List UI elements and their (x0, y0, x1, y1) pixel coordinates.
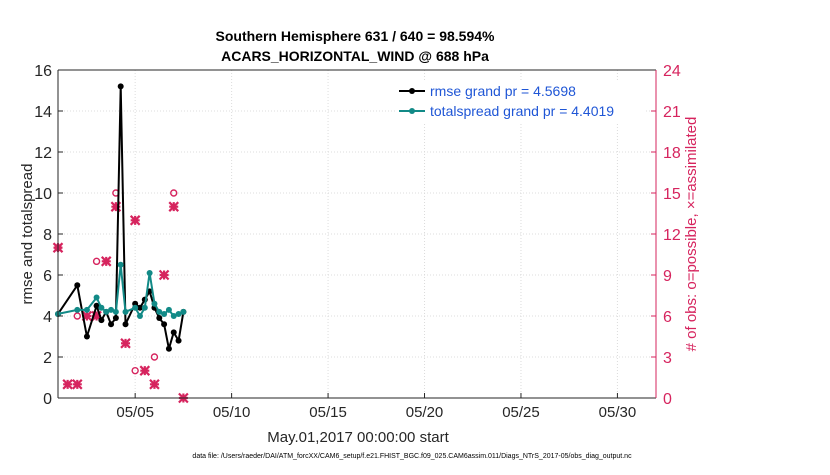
series-point-rmse (74, 282, 81, 289)
obs-assimilated-marker (91, 310, 102, 322)
x-tick-label: 05/15 (309, 404, 347, 421)
legend-rmse-label: rmse grand pr = 4.5698 (430, 83, 576, 99)
y-tick-label: 8 (43, 227, 52, 244)
obs-assimilated-marker (129, 215, 141, 226)
y-axis-label: rmse and totalspread (19, 164, 36, 305)
y-tick-label: 16 (34, 63, 52, 80)
obs-assimilated-marker (110, 201, 122, 212)
series-point-rmse (108, 321, 115, 328)
grid (58, 69, 656, 399)
x-tick-label: 05/10 (213, 404, 251, 421)
series-point-totalspread (132, 304, 139, 311)
y-tick-label: 6 (43, 268, 52, 285)
legend-box (395, 80, 645, 122)
series-point-rmse (161, 321, 168, 328)
series-point-totalspread (146, 269, 153, 276)
obs-possible-marker (73, 312, 81, 320)
series-point-totalspread (74, 306, 81, 313)
obs-assimilated-marker (62, 379, 73, 390)
series-point-totalspread (108, 306, 115, 313)
obs-assimilated-marker (100, 256, 112, 267)
chart-title-line-2: ACARS_HORIZONTAL_WIND @ 688 hPa (221, 48, 489, 64)
series-point-totalspread (103, 308, 110, 315)
series-point-totalspread (136, 313, 143, 319)
y2-tick-label: 15 (663, 186, 681, 203)
series-point-totalspread (165, 306, 172, 313)
y2-tick-label: 9 (663, 268, 672, 285)
x-tick-label: 05/20 (406, 404, 444, 421)
x-tick-label: 05/30 (599, 404, 637, 421)
series-point-totalspread (112, 308, 119, 315)
y2-tick-label: 24 (663, 63, 681, 80)
series-point-rmse (175, 337, 182, 344)
obs-assimilated-marker (139, 365, 151, 376)
series-point-totalspread (83, 306, 90, 313)
series-point-rmse (132, 300, 139, 307)
legend-spread-label: totalspread grand pr = 4.4019 (430, 103, 614, 119)
y-tick-label: 4 (43, 309, 52, 326)
obs-assimilated-marker (120, 338, 131, 349)
obs-assimilated-marker (168, 201, 180, 212)
series-point-totalspread (93, 294, 100, 301)
legend-spread-marker (409, 108, 415, 114)
x-tick-label: 05/05 (116, 404, 154, 421)
y-tick-label: 0 (43, 391, 52, 408)
series-point-totalspread (175, 310, 182, 317)
series-point-rmse (122, 321, 129, 328)
y2-tick-label: 18 (663, 145, 681, 162)
series-point-totalspread (180, 308, 187, 315)
chart-title-line-1: Southern Hemisphere 631 / 640 = 98.594% (216, 28, 496, 44)
y2-tick-label: 21 (663, 104, 681, 121)
y2-axis-label: # of obs: o=possible, ×=assimilated (683, 117, 700, 352)
y-tick-label: 10 (34, 186, 52, 203)
series-point-totalspread (98, 304, 105, 311)
series-point-rmse (83, 333, 90, 340)
series-point-totalspread (151, 300, 158, 307)
x-axis-label: May.01,2017 00:00:00 start (267, 429, 449, 446)
series-point-rmse (165, 345, 172, 352)
series-point-rmse (112, 315, 119, 322)
series-point-totalspread (122, 308, 129, 315)
series-point-totalspread (117, 261, 124, 268)
series-point-totalspread (156, 308, 163, 315)
series-point-rmse (156, 315, 163, 322)
y2-tick-label: 6 (663, 309, 672, 326)
x-tick-label: 05/25 (502, 404, 540, 421)
y2-tick-label: 3 (663, 350, 672, 367)
series-point-rmse (93, 302, 100, 309)
series-point-totalspread (141, 304, 148, 311)
y-tick-label: 14 (34, 104, 52, 121)
series-point-rmse (170, 329, 177, 336)
y2-tick-label: 0 (663, 391, 672, 408)
obs-possible-marker (131, 366, 139, 375)
obs-assimilated-marker (158, 269, 170, 281)
series-point-totalspread (170, 313, 177, 319)
footer-data-file: data file: /Users/raeder/DAI/ATM_forcXX/… (192, 453, 632, 460)
obs-possible-marker (92, 257, 101, 266)
obs-assimilated-marker (81, 310, 93, 322)
y-tick-label: 2 (43, 350, 52, 367)
series-point-rmse (117, 83, 124, 90)
legend-rmse-marker (409, 88, 415, 94)
y2-tick-label: 12 (663, 227, 681, 244)
line-series (55, 83, 187, 352)
series-point-rmse (136, 304, 143, 311)
series-point-totalspread (161, 310, 168, 317)
legend: rmse grand pr = 4.5698 totalspread grand… (395, 80, 645, 122)
series-point-rmse (98, 317, 105, 324)
obs-possible-marker (150, 353, 159, 361)
y-tick-label: 12 (34, 145, 52, 162)
obs-assimilated-marker (149, 379, 160, 390)
obs-assimilated-marker (72, 379, 83, 390)
obs-possible-marker (170, 189, 178, 197)
